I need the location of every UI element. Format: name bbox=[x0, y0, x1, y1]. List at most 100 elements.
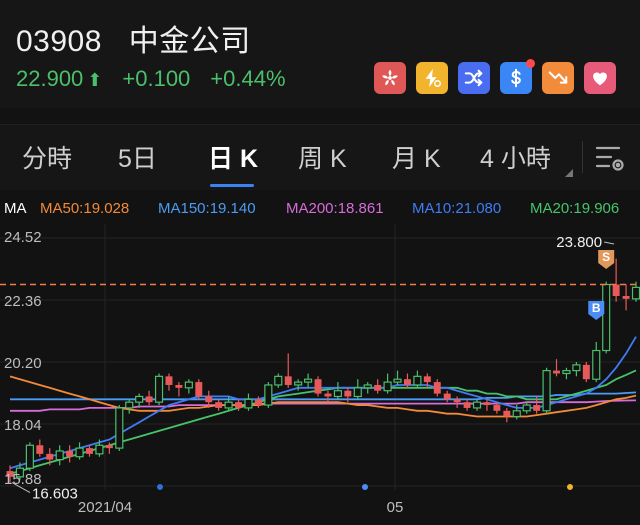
tab-divider bbox=[582, 141, 583, 173]
candle-body bbox=[353, 387, 362, 398]
event-dot bbox=[157, 484, 163, 490]
candle-body bbox=[503, 410, 511, 417]
candle-body bbox=[393, 378, 402, 383]
candle-body bbox=[184, 381, 193, 389]
signal-marker-label: S bbox=[602, 250, 610, 264]
y-tick-label: 24.52 bbox=[4, 229, 42, 246]
candle-body bbox=[284, 376, 292, 385]
ma200-value: MA200:18.861 bbox=[286, 200, 384, 217]
candle-body bbox=[215, 402, 223, 408]
heart-icon bbox=[593, 72, 607, 86]
candle-body bbox=[66, 450, 74, 457]
candle-body bbox=[235, 402, 243, 408]
active-tab-indicator bbox=[210, 184, 254, 187]
flash-button[interactable] bbox=[416, 62, 448, 94]
candle-body bbox=[622, 295, 630, 299]
tab-daily-k[interactable]: 日 K bbox=[208, 145, 259, 173]
y-tick-label: 22.36 bbox=[4, 293, 42, 310]
shuffle-button[interactable] bbox=[458, 62, 490, 94]
tab-monthly-k[interactable]: 月 K bbox=[392, 145, 441, 173]
x-tick-label: 2021/04 bbox=[78, 499, 132, 516]
high-pointer bbox=[604, 241, 615, 245]
ma-label: MA bbox=[4, 200, 27, 217]
low-pointer bbox=[11, 482, 31, 493]
candle-body bbox=[135, 395, 144, 403]
kline-chart[interactable]: 24.5222.3620.2018.0415.8823.80016.603SB2… bbox=[0, 224, 640, 525]
price-change: +0.100 bbox=[122, 66, 191, 91]
candle-body bbox=[533, 405, 541, 411]
tab-weekly-k[interactable]: 周 K bbox=[298, 145, 347, 173]
candle-body bbox=[25, 444, 34, 469]
candle-body bbox=[115, 407, 124, 449]
candle-body bbox=[493, 405, 501, 411]
candle-body bbox=[264, 384, 273, 406]
event-dot bbox=[567, 484, 573, 490]
quote-row: 22.900 ⬆ +0.100 +0.44% bbox=[16, 66, 286, 92]
candle-body bbox=[403, 379, 411, 385]
candle-body bbox=[324, 393, 332, 397]
tab-4hour[interactable]: 4 小時 bbox=[480, 145, 551, 173]
candle-body bbox=[572, 364, 581, 372]
candle-body bbox=[15, 467, 25, 478]
candle-body bbox=[363, 384, 372, 389]
ma-line-ma150 bbox=[10, 391, 637, 401]
candle-body bbox=[195, 382, 203, 397]
candle-body bbox=[36, 445, 44, 454]
candle-body bbox=[6, 471, 14, 477]
ma50-value: MA50:19.028 bbox=[40, 200, 130, 217]
ma-line-ma200 bbox=[10, 399, 637, 412]
ma-legend: MA MA50:19.028 MA150:19.140 MA200:18.861… bbox=[0, 198, 640, 222]
candle-body bbox=[244, 398, 253, 409]
candle-body bbox=[205, 396, 213, 403]
candle-body bbox=[413, 375, 422, 386]
feature-badges bbox=[374, 59, 616, 94]
shuffle-icon bbox=[464, 69, 483, 87]
candle-body bbox=[443, 393, 451, 400]
candle-body bbox=[304, 378, 313, 383]
candle-body bbox=[274, 375, 283, 386]
dollar-button[interactable] bbox=[500, 59, 535, 94]
candle-body bbox=[383, 381, 392, 392]
candle-body bbox=[254, 399, 262, 406]
chart-background bbox=[0, 224, 640, 525]
up-arrow-icon: ⬆ bbox=[87, 70, 103, 90]
stock-name: 中金公司 bbox=[128, 25, 251, 58]
candle-body bbox=[224, 401, 233, 409]
candle-body bbox=[175, 384, 183, 388]
bauhinia-icon bbox=[382, 69, 398, 86]
ma150-value: MA150:19.140 bbox=[158, 200, 256, 217]
hk-connect-button[interactable] bbox=[374, 62, 406, 94]
period-tabs: 分時 5日 日 K 周 K 月 K 4 小時 bbox=[0, 124, 640, 190]
stock-header: 03908 中金公司 22.900 ⬆ +0.100 +0.44% bbox=[0, 0, 640, 108]
candle-body bbox=[612, 284, 620, 296]
candle-body bbox=[542, 370, 551, 412]
candle-body bbox=[592, 349, 601, 380]
tab-intraday[interactable]: 分時 bbox=[22, 145, 73, 173]
candle-body bbox=[86, 448, 93, 454]
candle-body bbox=[453, 399, 461, 403]
candle-body bbox=[631, 286, 640, 300]
high-price-label: 23.800 bbox=[556, 234, 602, 251]
favorite-button[interactable] bbox=[584, 62, 616, 94]
trend-down-icon bbox=[548, 71, 568, 84]
candle-body bbox=[433, 382, 441, 394]
candle-body bbox=[423, 376, 431, 383]
ma20-value: MA20:19.906 bbox=[530, 200, 620, 217]
stock-code: 03908 bbox=[16, 25, 102, 58]
candle-body bbox=[553, 370, 560, 374]
y-tick-label: 18.04 bbox=[4, 417, 42, 434]
tab-5day[interactable]: 5日 bbox=[118, 145, 157, 173]
more-periods-indicator bbox=[565, 169, 573, 177]
trend-button[interactable] bbox=[542, 62, 574, 94]
candle-body bbox=[154, 375, 164, 403]
candle-body bbox=[463, 402, 471, 408]
lightning-icon bbox=[425, 68, 441, 88]
ma-line-ma50 bbox=[9, 375, 637, 418]
chart-settings-icon[interactable] bbox=[594, 143, 626, 173]
candle-body bbox=[75, 447, 84, 458]
ma-line-ma20 bbox=[9, 369, 637, 475]
last-price: 22.900 bbox=[16, 66, 84, 91]
candle-body bbox=[333, 390, 342, 398]
price-change-pct: +0.44% bbox=[210, 66, 286, 91]
event-dot bbox=[362, 484, 368, 490]
